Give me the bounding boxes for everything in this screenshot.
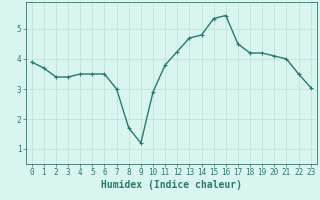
X-axis label: Humidex (Indice chaleur): Humidex (Indice chaleur) bbox=[101, 180, 242, 190]
